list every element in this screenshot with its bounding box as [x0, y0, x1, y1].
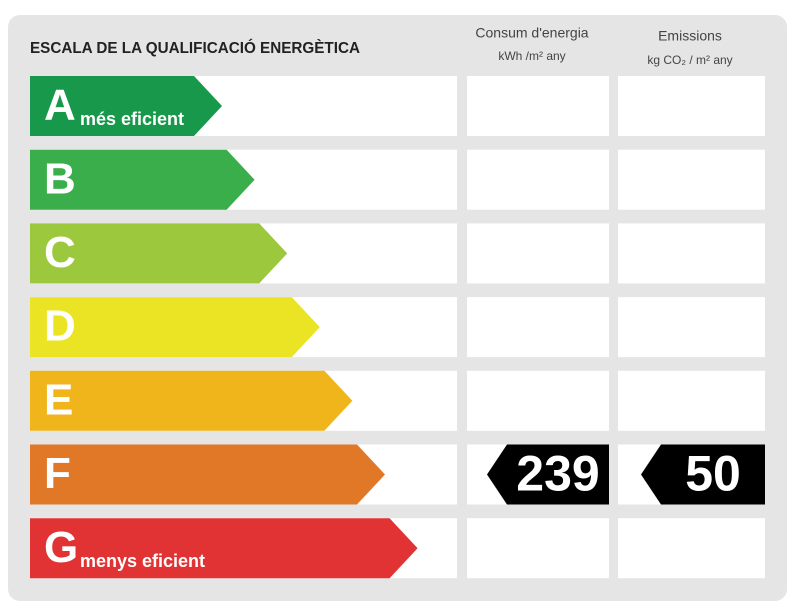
cell [467, 370, 609, 431]
rating-arrow [30, 149, 255, 210]
value-arrow [641, 444, 765, 505]
rating-arrow [30, 76, 222, 136]
cell [618, 76, 765, 136]
column-title: Consum d'energia [475, 25, 588, 41]
cell [618, 223, 765, 284]
rating-letter: E [44, 375, 73, 424]
rating-arrow [30, 444, 385, 505]
value: 50 [685, 446, 741, 502]
rating-label: menys eficient [80, 551, 205, 571]
cell [467, 76, 609, 136]
cell [467, 297, 609, 358]
rating-letter: A [44, 81, 76, 130]
rating-arrow [30, 297, 320, 358]
rating-letter: C [44, 228, 76, 277]
cell [618, 370, 765, 431]
cell [618, 149, 765, 210]
cell [618, 297, 765, 358]
column-unit: kWh /m² any [498, 49, 565, 63]
rating-letter: F [44, 449, 71, 498]
cell [467, 518, 609, 579]
cell [618, 518, 765, 579]
cell [467, 149, 609, 210]
title: ESCALA DE LA QUALIFICACIÓ ENERGÈTICA [30, 38, 360, 57]
rating-label: més eficient [80, 109, 184, 129]
column-unit: kg CO₂ / m² any [647, 53, 732, 67]
rating-arrow [30, 223, 288, 284]
rating-arrow [30, 370, 353, 431]
rating-letter: B [44, 154, 76, 203]
rating-letter: D [44, 302, 76, 351]
rating-letter: G [44, 523, 78, 572]
rating-arrow [30, 518, 418, 579]
value: 239 [516, 446, 599, 502]
value-arrow [487, 444, 609, 505]
column-title: Emissions [658, 28, 722, 44]
cell [467, 223, 609, 284]
